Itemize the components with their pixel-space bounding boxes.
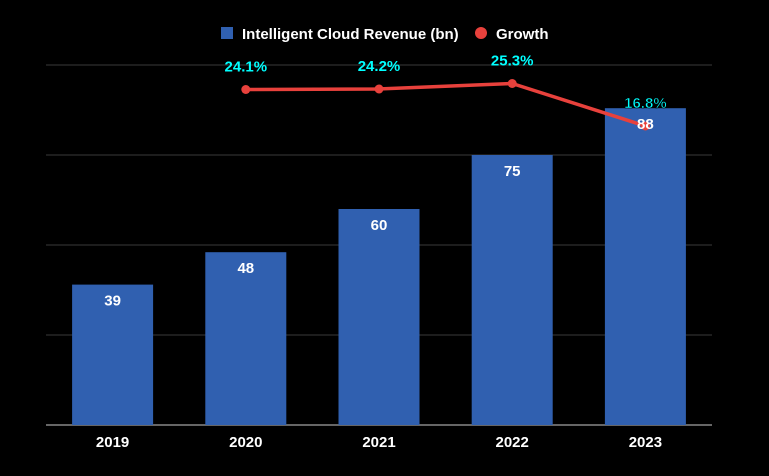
bar-2021 (338, 209, 420, 425)
growth-point-2022 (507, 79, 517, 88)
bar-2020 (205, 252, 287, 425)
legend-line-label: Growth (496, 26, 549, 43)
x-axis: 2019 2020 2021 2022 2023 (96, 434, 662, 451)
growth-value-label: 24.2% (358, 58, 401, 75)
bar-2019 (72, 284, 154, 425)
x-tick-label: 2020 (229, 434, 262, 451)
legend: Intelligent Cloud Revenue (bn) Growth (221, 26, 549, 43)
bars (72, 108, 686, 425)
bar-value-label: 88 (637, 116, 654, 133)
legend-bar-label: Intelligent Cloud Revenue (bn) (242, 26, 459, 43)
x-tick-label: 2021 (362, 434, 395, 451)
x-tick-label: 2022 (496, 434, 529, 451)
data-labels: 39 48 60 75 88 24.1% 24.2% 25.3% 16.8% (104, 53, 667, 310)
growth-point-2023 (640, 121, 650, 131)
legend-line-swatch (475, 27, 487, 39)
growth-line-path (245, 81, 646, 128)
bar-value-label: 48 (237, 260, 254, 277)
bar-value-label: 60 (371, 217, 388, 234)
growth-value-label: 24.1% (225, 59, 268, 76)
bar-value-label: 39 (104, 293, 121, 310)
bar-value-label: 75 (504, 163, 521, 180)
growth-value-label: 16.8% (624, 95, 667, 112)
legend-bar-swatch (221, 27, 233, 39)
bar-2022 (471, 155, 553, 425)
growth-point-2021 (374, 84, 384, 94)
x-tick-label: 2019 (96, 434, 129, 451)
bar-2023 (604, 108, 686, 425)
growth-value-label: 25.3% (491, 53, 534, 70)
x-tick-label: 2023 (629, 434, 662, 451)
growth-line (241, 79, 650, 131)
growth-point-2020 (241, 85, 251, 94)
